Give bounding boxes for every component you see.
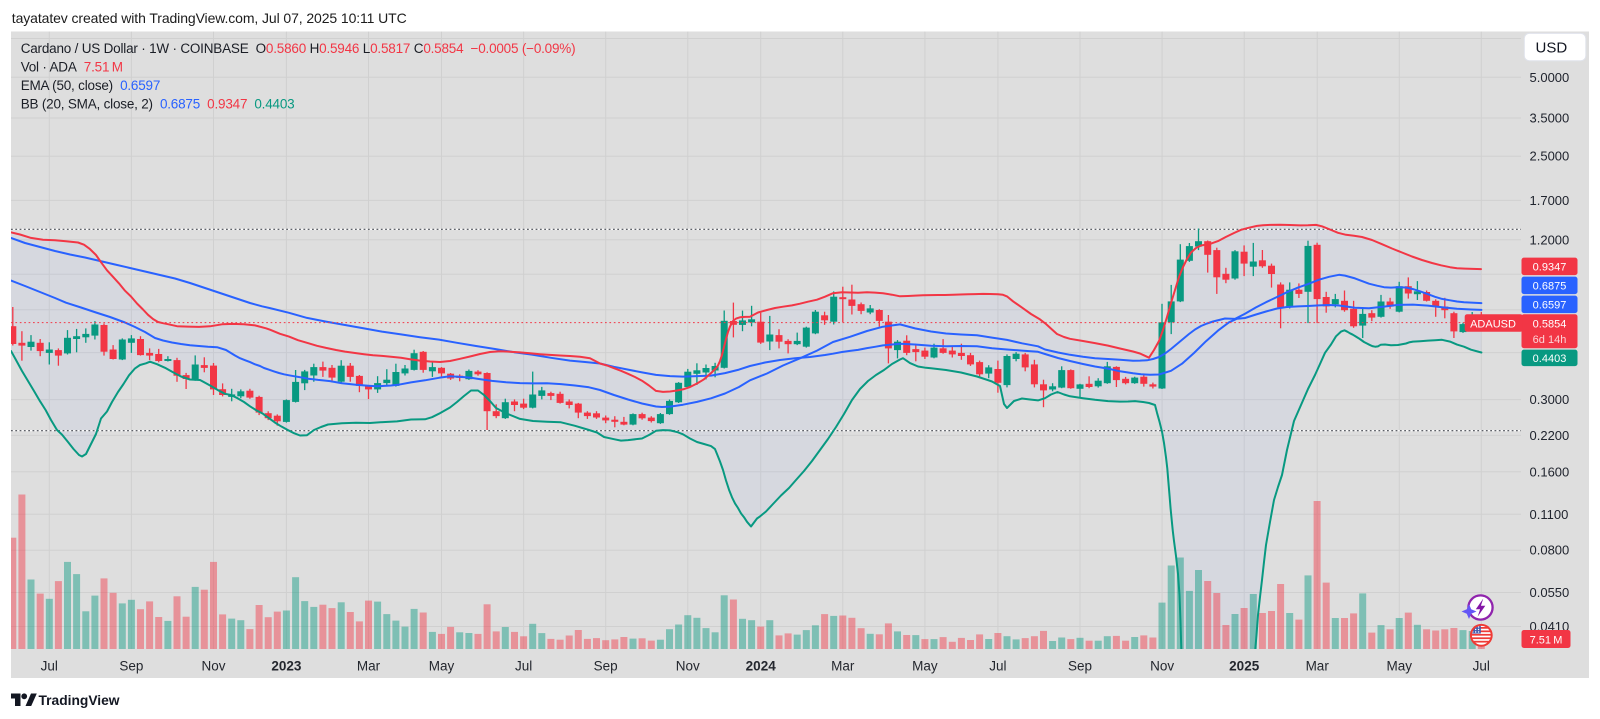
svg-text:May: May <box>1387 659 1413 674</box>
svg-text:USD: USD <box>1536 39 1568 56</box>
svg-text:0.1100: 0.1100 <box>1530 507 1569 522</box>
svg-text:BB (20, SMA, close, 2) 0.6875: BB (20, SMA, close, 2) 0.6875 0.9347 0.4… <box>21 96 295 111</box>
svg-text:2.5000: 2.5000 <box>1530 149 1570 164</box>
svg-text:0.0550: 0.0550 <box>1530 585 1570 600</box>
svg-text:Mar: Mar <box>831 659 855 674</box>
svg-text:Mar: Mar <box>357 659 381 674</box>
svg-text:2023: 2023 <box>271 659 302 674</box>
svg-text:Sep: Sep <box>1068 659 1092 674</box>
svg-text:0.6597: 0.6597 <box>1533 300 1567 312</box>
svg-text:5.0000: 5.0000 <box>1530 70 1570 85</box>
svg-text:Jul: Jul <box>41 659 58 674</box>
svg-text:Jul: Jul <box>989 659 1006 674</box>
svg-text:2024: 2024 <box>746 659 777 674</box>
svg-text:2025: 2025 <box>1229 659 1260 674</box>
svg-text:3.5000: 3.5000 <box>1530 111 1570 126</box>
svg-text:Jul: Jul <box>515 659 532 674</box>
svg-text:EMA (50, close) 0.6597: EMA (50, close) 0.6597 <box>21 78 160 93</box>
svg-text:May: May <box>912 659 938 674</box>
svg-text:ADAUSD: ADAUSD <box>1470 319 1516 331</box>
svg-text:1.7000: 1.7000 <box>1530 193 1570 208</box>
svg-text:0.4403: 0.4403 <box>1533 353 1567 365</box>
svg-text:Nov: Nov <box>201 659 225 674</box>
svg-text:Nov: Nov <box>676 659 700 674</box>
svg-text:Sep: Sep <box>594 659 618 674</box>
svg-text:TradingView: TradingView <box>39 693 120 708</box>
svg-text:May: May <box>429 659 455 674</box>
svg-text:Nov: Nov <box>1150 659 1174 674</box>
svg-text:6d 14h: 6d 14h <box>1533 334 1567 346</box>
svg-text:0.1600: 0.1600 <box>1530 464 1570 479</box>
svg-text:Cardano / US Dollar · 1W · COI: Cardano / US Dollar · 1W · COINBASE O0.5… <box>21 41 576 56</box>
svg-text:0.9347: 0.9347 <box>1533 262 1567 274</box>
svg-text:7.51 M: 7.51 M <box>1530 634 1563 646</box>
svg-text:0.2200: 0.2200 <box>1530 428 1570 443</box>
svg-text:Mar: Mar <box>1306 659 1330 674</box>
svg-text:0.0800: 0.0800 <box>1530 543 1570 558</box>
svg-text:0.6875: 0.6875 <box>1533 281 1567 293</box>
svg-text:Jul: Jul <box>1473 659 1490 674</box>
svg-text:0.5854: 0.5854 <box>1533 319 1567 331</box>
svg-text:Sep: Sep <box>119 659 143 674</box>
svg-text:Vol · ADA 7.51 M: Vol · ADA 7.51 M <box>21 59 123 74</box>
svg-text:1.2000: 1.2000 <box>1530 232 1570 247</box>
svg-text:0.3000: 0.3000 <box>1530 392 1570 407</box>
svg-text:tayatatev created with Trading: tayatatev created with TradingView.com, … <box>12 10 407 26</box>
